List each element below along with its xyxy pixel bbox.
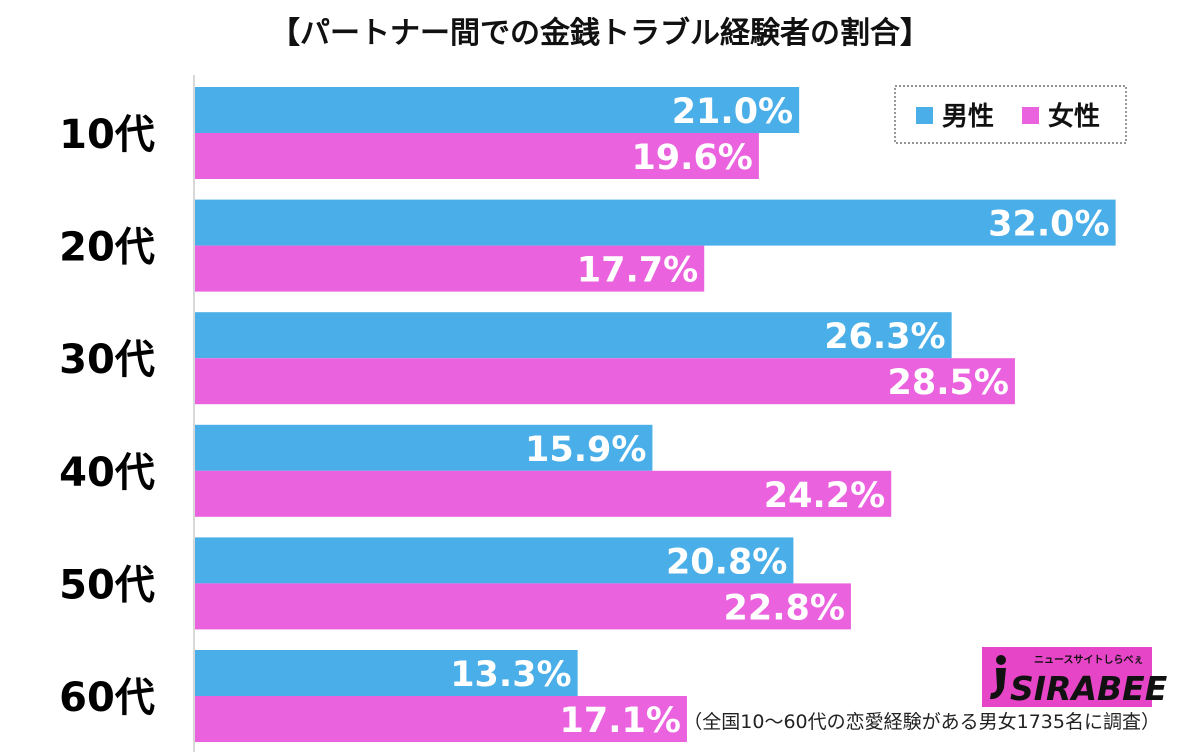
chart-title: 【パートナー間での金銭トラブル経験者の割合】 [270,16,930,51]
data-label-female: 28.5% [887,363,1008,403]
data-label-male: 13.3% [450,655,571,695]
category-label: 20代 [59,225,155,271]
bar-female [195,696,687,742]
data-label-male: 21.0% [672,92,793,132]
bar-male [195,199,1116,246]
labels-layer: 10代 21.0% 19.6% 20代 32.0% 17.7% 30代 26.3% 28.5% 4… [59,92,1109,741]
data-label-male: 32.0% [988,205,1109,245]
logo-background [982,647,1152,707]
data-label-male: 20.8% [666,542,787,582]
legend-label-female: 女性 [1048,101,1100,132]
logo-i-icon [990,655,1006,700]
data-label-female: 22.8% [724,588,845,628]
bar-female [195,358,1015,405]
bar-female [195,470,892,517]
sirabee-logo: ニュースサイトしらべぇ SIRABEE [982,647,1168,708]
bar-female [195,133,759,179]
category-label: 30代 [59,337,155,383]
data-label-male: 15.9% [525,430,646,470]
data-label-male: 26.3% [824,317,945,357]
survey-footnote: （全国10〜60代の恋愛経験がある男女1735名に調査） [683,711,1160,733]
bar-female [195,583,851,630]
logo-tagline: ニュースサイトしらべぇ [1034,654,1144,666]
legend-swatch-female [1022,107,1039,124]
logo-name: SIRABEE [1010,669,1168,708]
category-label: 60代 [59,675,155,721]
data-label-female: 24.2% [764,476,885,516]
bar-male [195,537,794,584]
legend: 男性 女性 [894,85,1127,144]
legend-box [894,85,1127,144]
category-label: 40代 [59,450,155,496]
category-label: 50代 [59,562,155,608]
bar-male [195,650,578,696]
bar-female [195,245,705,292]
category-label: 10代 [59,112,155,158]
legend-swatch-male [916,107,933,124]
bars-layer [195,87,1116,742]
data-label-female: 17.7% [577,251,698,291]
bar-male [195,424,653,471]
bar-male [195,87,800,133]
data-label-female: 17.1% [560,701,681,741]
legend-label-male: 男性 [942,102,994,132]
data-label-female: 19.6% [631,138,752,178]
bar-male [195,312,952,359]
